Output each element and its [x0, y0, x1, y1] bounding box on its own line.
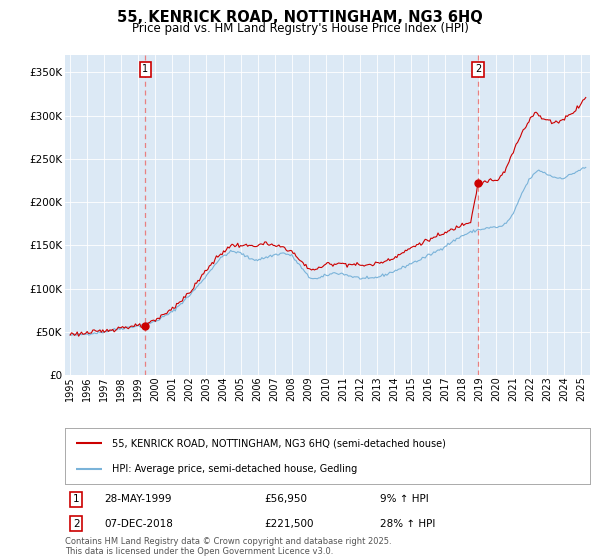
Text: 9% ↑ HPI: 9% ↑ HPI: [380, 494, 429, 505]
Text: 28% ↑ HPI: 28% ↑ HPI: [380, 519, 436, 529]
Text: 07-DEC-2018: 07-DEC-2018: [104, 519, 173, 529]
Text: 28-MAY-1999: 28-MAY-1999: [104, 494, 172, 505]
Text: 1: 1: [73, 494, 79, 505]
Text: Price paid vs. HM Land Registry's House Price Index (HPI): Price paid vs. HM Land Registry's House …: [131, 22, 469, 35]
Text: HPI: Average price, semi-detached house, Gedling: HPI: Average price, semi-detached house,…: [112, 464, 358, 474]
Text: 55, KENRICK ROAD, NOTTINGHAM, NG3 6HQ: 55, KENRICK ROAD, NOTTINGHAM, NG3 6HQ: [117, 10, 483, 25]
Text: £56,950: £56,950: [265, 494, 308, 505]
Text: 2: 2: [475, 64, 481, 74]
Text: 55, KENRICK ROAD, NOTTINGHAM, NG3 6HQ (semi-detached house): 55, KENRICK ROAD, NOTTINGHAM, NG3 6HQ (s…: [112, 438, 446, 449]
Text: 1: 1: [142, 64, 149, 74]
Text: Contains HM Land Registry data © Crown copyright and database right 2025.
This d: Contains HM Land Registry data © Crown c…: [65, 537, 392, 557]
Text: 2: 2: [73, 519, 79, 529]
Text: £221,500: £221,500: [265, 519, 314, 529]
